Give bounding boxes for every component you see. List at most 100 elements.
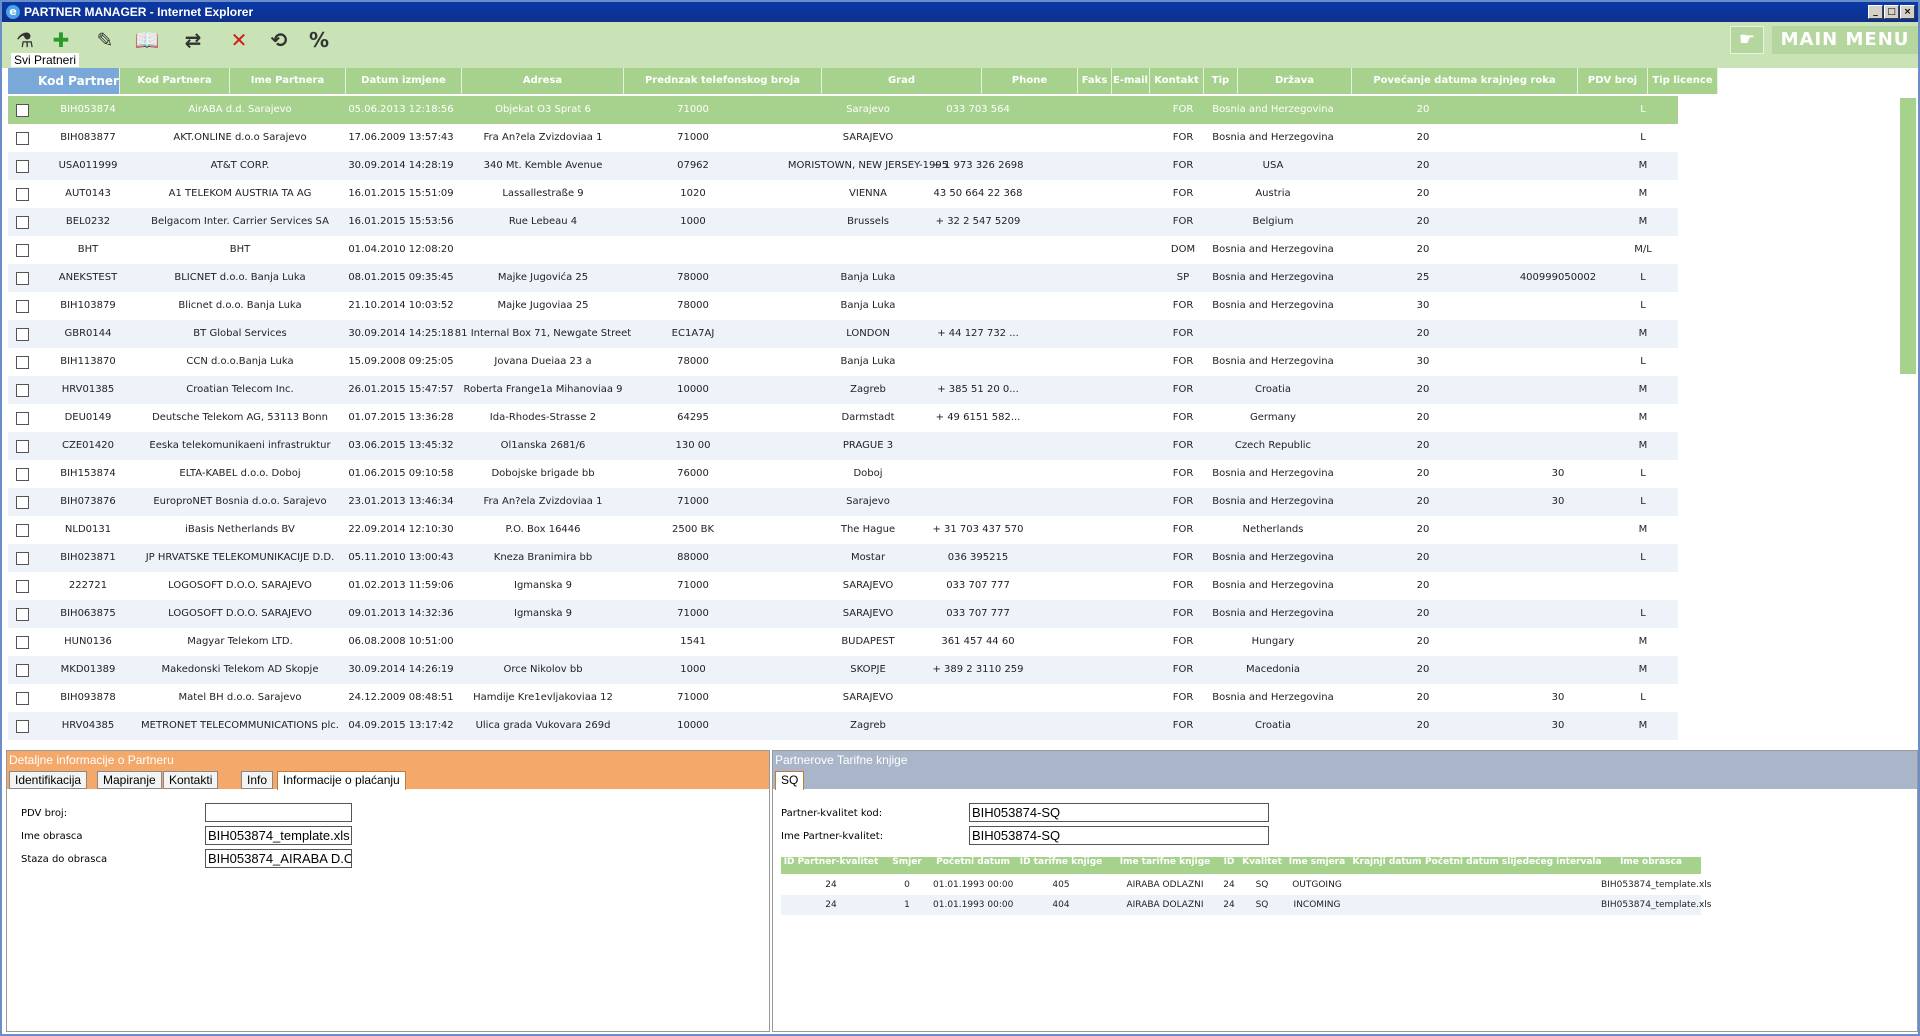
table-row[interactable]: BIH083877 AKT.ONLINE d.o.o Sarajevo 17.06.… (8, 124, 1678, 152)
tariff-header-2[interactable]: Početni datum (936, 857, 1010, 867)
header-8[interactable]: E-mail (1112, 68, 1150, 94)
row-checkbox[interactable] (16, 524, 29, 537)
table-row[interactable]: BIH063875 LOGOSOFT D.O.O. SARAJEVO 09.01.2… (8, 600, 1678, 628)
row-checkbox[interactable] (16, 608, 29, 621)
handshake-icon[interactable]: ⇄ (184, 28, 202, 52)
row-checkbox[interactable] (16, 356, 29, 369)
row-checkbox[interactable] (16, 216, 29, 229)
row-checkbox[interactable] (16, 496, 29, 509)
table-row[interactable]: BIH023871 JP HRVATSKE TELEKOMUNIKACIJE D.… (8, 544, 1678, 572)
book-icon[interactable]: 📖 (134, 28, 160, 52)
tab-details-3[interactable]: Info (241, 771, 274, 789)
tariff-header-10[interactable]: Ime obrasca (1620, 857, 1682, 867)
header-1[interactable]: Ime Partnera (230, 68, 346, 94)
close-button[interactable]: × (1900, 5, 1915, 19)
table-row[interactable]: AUT0143 A1 TELEKOM AUSTRIA TA AG 16.01.201… (8, 180, 1678, 208)
row-checkbox[interactable] (16, 328, 29, 341)
tab-details-1[interactable]: Mapiranje (97, 771, 162, 789)
table-row[interactable]: BIH103879 Blicnet d.o.o. Banja Luka 21.10.… (8, 292, 1678, 320)
row-checkbox[interactable] (16, 412, 29, 425)
tariff-header-6[interactable]: Kvalitet (1242, 857, 1282, 867)
row-checkbox[interactable] (16, 720, 29, 733)
row-checkbox[interactable] (16, 664, 29, 677)
table-row[interactable]: BIH093878 Matel BH d.o.o. Sarajevo 24.12.2… (8, 684, 1678, 712)
tariff-header-3[interactable]: ID tarifne knjige (1019, 857, 1103, 867)
row-checkbox[interactable] (16, 272, 29, 285)
delete-icon[interactable]: ✕ (230, 28, 248, 52)
header-2[interactable]: Datum izmjene (346, 68, 462, 94)
table-row[interactable]: CZE01420 Eeska telekomunikaeni infrastruk… (8, 432, 1678, 460)
header-11[interactable]: Država (1238, 68, 1352, 94)
table-row[interactable]: MKD01389 Makedonski Telekom AD Skopje 30.0… (8, 656, 1678, 684)
header-13[interactable]: PDV broj (1578, 68, 1648, 94)
filter-icon[interactable]: ⚗ (16, 28, 34, 52)
header-4[interactable]: Prednzak telefonskog broja (624, 68, 822, 94)
table-row[interactable]: HUN0136 Magyar Telekom LTD. 06.08.2008 10:… (8, 628, 1678, 656)
row-checkbox[interactable] (16, 440, 29, 453)
table-row[interactable]: DEU0149 Deutsche Telekom AG, 53113 Bonn 01… (8, 404, 1678, 432)
table-row[interactable]: BIH113870 CCN d.o.o.Banja Luka 15.09.2008 … (8, 348, 1678, 376)
row-checkbox[interactable] (16, 300, 29, 313)
row-checkbox[interactable] (16, 636, 29, 649)
tariff-header-7[interactable]: Ime smjera (1288, 857, 1346, 867)
table-row[interactable]: BIH073876 EuroproNET Bosnia d.o.o. Saraje… (8, 488, 1678, 516)
table-row[interactable]: BIH153874 ELTA-KABEL d.o.o. Doboj 01.06.20… (8, 460, 1678, 488)
table-row[interactable]: BEL0232 Belgacom Inter. Carrier Services … (8, 208, 1678, 236)
header-6[interactable]: Phone (982, 68, 1078, 94)
vertical-scrollbar[interactable] (1900, 98, 1916, 374)
row-checkbox[interactable] (16, 132, 29, 145)
header-10[interactable]: Tip (1204, 68, 1238, 94)
tariff-header-1[interactable]: Smjer (892, 857, 922, 867)
pdv-field[interactable] (205, 803, 352, 822)
minimize-button[interactable]: _ (1868, 5, 1883, 19)
row-checkbox[interactable] (16, 244, 29, 257)
row-checkbox[interactable] (16, 552, 29, 565)
row-checkbox[interactable] (16, 384, 29, 397)
header-3[interactable]: Adresa (462, 68, 624, 94)
row-checkbox[interactable] (16, 160, 29, 173)
table-row[interactable]: NLD0131 iBasis Netherlands BV 22.09.2014 1… (8, 516, 1678, 544)
tariff-header-4[interactable]: Ime tarifne knjige (1119, 857, 1211, 867)
table-row[interactable]: USA011999 AT&T CORP. 30.09.2014 14:28:19 34… (8, 152, 1678, 180)
tariff-header-5[interactable]: ID (1223, 857, 1235, 867)
header-0[interactable]: Kod Partnera (120, 68, 230, 94)
table-row[interactable]: BIH053874 AirABA d.d. Sarajevo 05.06.2013 … (8, 96, 1678, 124)
template-name-field[interactable]: BIH053874_template.xls (205, 826, 352, 845)
refresh-icon[interactable]: ⟲ (270, 28, 288, 52)
tab-sq[interactable]: SQ (775, 771, 805, 790)
hand-pointer-icon[interactable]: ☛ (1730, 26, 1764, 54)
table-row[interactable]: ANEKSTEST BLICNET d.o.o. Banja Luka 08.01.… (8, 264, 1678, 292)
maximize-button[interactable]: □ (1884, 5, 1899, 19)
add-icon[interactable]: ✚ (52, 28, 70, 52)
header-9[interactable]: Kontakt (1150, 68, 1204, 94)
tariff-header-9[interactable]: Početni datum slijedećeg intervala (1425, 857, 1602, 867)
row-checkbox[interactable] (16, 468, 29, 481)
header-selected-kod[interactable]: Kod Partner (8, 68, 120, 94)
tab-details-0[interactable]: Identifikacija (9, 771, 88, 789)
table-row[interactable]: GBR0144 BT Global Services 30.09.2014 14:2… (8, 320, 1678, 348)
tab-details-4[interactable]: Informacije o plaćanju (277, 771, 406, 790)
quality-code-field[interactable]: BIH053874-SQ (969, 803, 1269, 822)
table-row[interactable]: HRV04385 METRONET TELECOMMUNICATIONS plc.… (8, 712, 1678, 740)
row-checkbox[interactable] (16, 692, 29, 705)
table-row[interactable]: 222721 LOGOSOFT D.O.O. SARAJEVO 01.02.2013… (8, 572, 1678, 600)
tariff-header-8[interactable]: Krajnji datum (1352, 857, 1422, 867)
tab-details-2[interactable]: Kontakti (163, 771, 219, 789)
tariff-row[interactable]: 24 1 01.01.1993 00:00 404 AIRABA DOLAZNI 24 SQ… (781, 895, 1711, 915)
header-7[interactable]: Faks (1078, 68, 1112, 94)
main-menu-button[interactable]: MAIN MENU (1772, 26, 1918, 54)
row-checkbox[interactable] (16, 188, 29, 201)
table-row[interactable]: BHT BHT 01.04.2010 12:08:20 DOM Bosnia and H… (8, 236, 1678, 264)
edit-icon[interactable]: ✎ (96, 28, 114, 52)
tariff-header-0[interactable]: ID Partner-kvalitet (783, 857, 879, 867)
table-row[interactable]: HRV01385 Croatian Telecom Inc. 26.01.2015 … (8, 376, 1678, 404)
quality-name-field[interactable]: BIH053874-SQ (969, 826, 1269, 845)
header-14[interactable]: Tip licence (1648, 68, 1718, 94)
template-path-field[interactable]: BIH053874_AIRABA D.O.O\ (205, 849, 352, 868)
percent-icon[interactable]: % (308, 28, 330, 52)
tariff-row[interactable]: 24 0 01.01.1993 00:00 405 AIRABA ODLAZNI 24 SQ… (781, 875, 1711, 895)
header-5[interactable]: Grad (822, 68, 982, 94)
row-checkbox[interactable] (16, 580, 29, 593)
row-checkbox[interactable] (16, 104, 29, 117)
header-12[interactable]: Povećanje datuma krajnjeg roka (1352, 68, 1578, 94)
